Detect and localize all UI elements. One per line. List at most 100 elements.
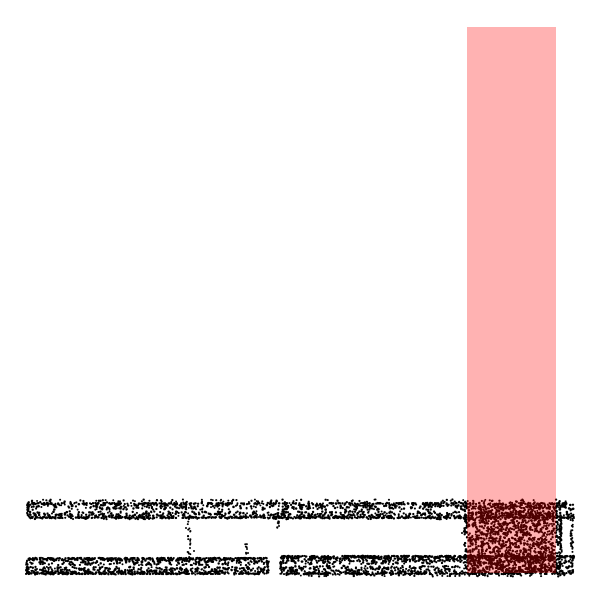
point [341,559,344,562]
point [178,570,181,573]
point [35,568,38,571]
point [360,568,363,571]
point [200,500,204,503]
point [260,502,263,505]
point [390,506,394,510]
point [312,571,316,574]
point [152,569,155,572]
point [451,498,454,501]
point [129,501,132,505]
point [282,562,285,565]
point [468,505,471,509]
point [116,567,119,570]
point [97,511,100,513]
point [210,502,213,506]
point [104,503,107,506]
point [217,510,220,513]
point [311,510,315,514]
point [124,572,127,576]
point [227,508,230,511]
point [281,508,284,511]
point [235,498,238,502]
point [42,572,46,576]
point [399,510,402,513]
point [319,572,323,576]
point [559,573,562,577]
point [454,565,457,568]
point [29,503,32,506]
point [244,563,248,567]
point [251,511,254,514]
point [111,572,114,575]
point [75,501,78,504]
point [358,573,362,576]
point [387,498,390,501]
point [540,514,543,517]
point [59,566,62,569]
point [427,565,430,568]
point [40,571,43,575]
point [187,512,190,515]
point [133,513,137,517]
point [390,573,393,576]
point [26,505,29,508]
point [148,570,151,573]
point [87,572,90,575]
point [351,499,354,503]
point [563,556,566,559]
point [52,573,55,576]
point [327,558,330,561]
point [182,501,185,504]
point [285,507,288,511]
point [155,504,158,507]
point [179,502,183,506]
point [455,511,458,514]
point [91,572,95,576]
point [289,568,292,571]
point [293,555,296,558]
point [279,561,282,564]
point [71,570,74,573]
point [411,557,414,560]
point [525,566,528,570]
point [32,501,36,505]
point [32,505,35,508]
point [184,510,187,514]
point [373,505,376,508]
point [392,512,396,515]
point [99,562,102,565]
point [407,514,411,517]
point [219,499,222,502]
point [82,499,85,503]
point [54,515,57,518]
point [181,561,184,564]
point [307,514,310,517]
point [358,560,362,563]
point [194,508,198,511]
point [402,559,405,563]
point [287,573,290,576]
point [272,513,275,517]
point [283,573,286,576]
point [381,561,384,565]
point [564,500,567,503]
point [47,563,51,566]
point [393,566,396,570]
point [387,502,391,505]
point [106,559,110,563]
point [542,570,545,573]
point [291,572,294,575]
point [430,501,433,505]
point [57,563,60,567]
point [247,500,250,503]
point [68,512,72,516]
point [253,502,256,505]
point [34,513,37,516]
point [502,573,505,576]
point [46,512,49,515]
point [529,543,532,546]
point [365,559,369,562]
point [326,560,330,563]
point [95,560,99,564]
point [354,567,358,570]
